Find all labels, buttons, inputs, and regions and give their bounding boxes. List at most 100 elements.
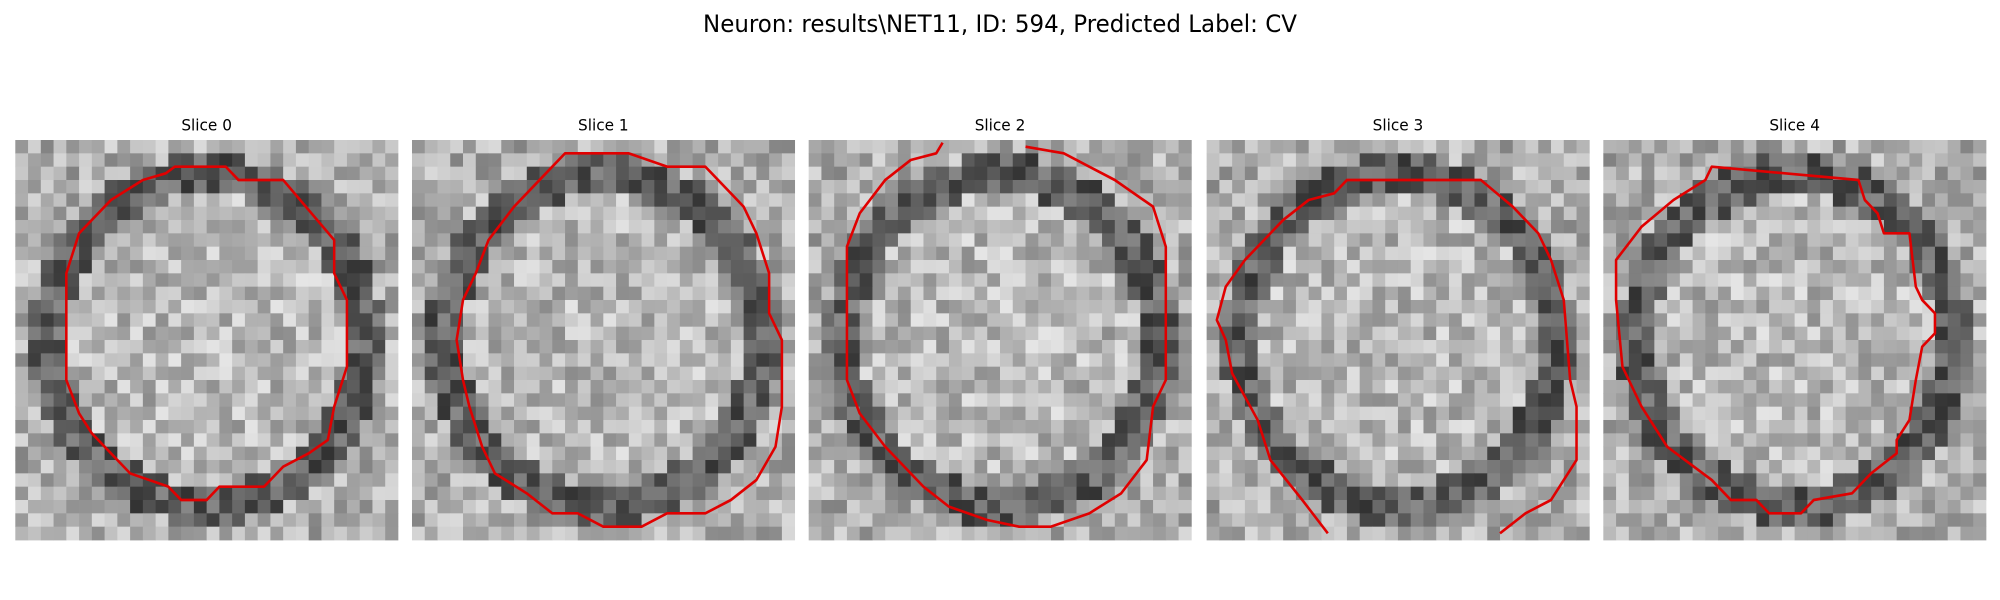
pixel: [244, 273, 259, 288]
pixel: [334, 273, 348, 288]
pixel: [308, 246, 322, 261]
pixel: [1845, 326, 1859, 341]
pixel: [1781, 460, 1796, 474]
pixel: [1140, 486, 1154, 501]
pixel: [1973, 180, 1987, 194]
pixel: [781, 446, 796, 461]
pixel: [1244, 486, 1259, 501]
pixel: [1743, 500, 1757, 514]
pixel: [1012, 300, 1026, 314]
pixel: [718, 526, 732, 541]
pixel: [1500, 206, 1514, 221]
pixel: [244, 500, 259, 514]
pixel: [1000, 420, 1014, 434]
pixel: [1538, 460, 1552, 474]
pixel: [463, 233, 477, 248]
pixel: [53, 180, 67, 194]
pixel: [756, 153, 770, 168]
pixel: [295, 433, 310, 448]
pixel: [1257, 406, 1271, 421]
pixel: [1973, 486, 1987, 501]
pixel: [346, 326, 361, 341]
pixel: [1025, 246, 1039, 261]
pixel: [1063, 206, 1077, 221]
pixel: [142, 220, 156, 234]
pixel: [1679, 326, 1693, 341]
pixel: [1743, 220, 1757, 234]
pixel: [501, 300, 515, 314]
pixel: [1178, 140, 1192, 154]
pixel: [463, 340, 477, 354]
pixel: [1461, 166, 1475, 181]
pixel: [1244, 206, 1259, 221]
pixel: [1474, 286, 1488, 301]
pixel: [654, 206, 668, 221]
pixel: [1436, 193, 1450, 208]
pixel: [1140, 246, 1154, 261]
pixel: [859, 406, 873, 421]
pixel: [1743, 393, 1757, 408]
pixel: [1909, 193, 1923, 208]
pixel: [654, 340, 668, 354]
pixel: [219, 446, 233, 461]
pixel: [1781, 500, 1796, 514]
pixel: [475, 486, 489, 501]
pixel: [1397, 460, 1412, 474]
pixel: [1730, 273, 1745, 288]
pixel: [1219, 393, 1233, 408]
pixel: [1616, 166, 1630, 181]
pixel: [437, 500, 451, 514]
pixel: [1563, 313, 1577, 328]
pixel: [1436, 526, 1450, 541]
pixel: [385, 246, 399, 261]
pixel: [130, 206, 144, 221]
pixel: [539, 420, 553, 434]
pixel: [1165, 353, 1179, 368]
pixel: [974, 340, 988, 354]
pixel: [1820, 140, 1834, 154]
pixel: [475, 140, 489, 154]
pixel: [91, 273, 105, 288]
pixel: [79, 326, 93, 341]
pixel: [1114, 500, 1128, 514]
pixel: [1270, 366, 1284, 381]
pixel: [1500, 313, 1514, 328]
pixel: [1781, 286, 1796, 301]
pixel: [117, 473, 131, 488]
pixel: [654, 300, 668, 314]
pixel: [130, 486, 144, 501]
pixel: [859, 180, 873, 194]
pixel: [821, 273, 835, 288]
pixel: [181, 473, 195, 488]
pixel: [1487, 180, 1501, 194]
pixel: [1165, 433, 1179, 448]
pixel: [565, 380, 579, 394]
pixel: [1232, 286, 1246, 301]
pixel: [1140, 393, 1154, 408]
pixel: [1346, 406, 1361, 421]
pixel: [1308, 393, 1322, 408]
pixel: [590, 220, 604, 234]
pixel: [1270, 140, 1284, 154]
pixel: [1063, 273, 1077, 288]
pixel: [781, 366, 796, 381]
pixel: [219, 246, 233, 261]
pixel: [1934, 140, 1949, 154]
pixel: [1832, 433, 1847, 448]
pixel: [359, 246, 373, 261]
pixel: [1423, 166, 1437, 181]
pixel: [1165, 233, 1179, 248]
pixel: [654, 406, 668, 421]
pixel: [1667, 220, 1681, 234]
pixel: [424, 473, 438, 488]
pixel: [961, 233, 975, 248]
pixel: [1038, 260, 1052, 274]
pixel: [1153, 513, 1167, 528]
pixel: [1295, 473, 1310, 488]
pixel: [1576, 473, 1590, 488]
pixel: [769, 180, 783, 194]
pixel: [769, 353, 783, 368]
pixel: [1397, 220, 1412, 234]
pixel: [692, 486, 706, 501]
pixel: [1397, 500, 1412, 514]
